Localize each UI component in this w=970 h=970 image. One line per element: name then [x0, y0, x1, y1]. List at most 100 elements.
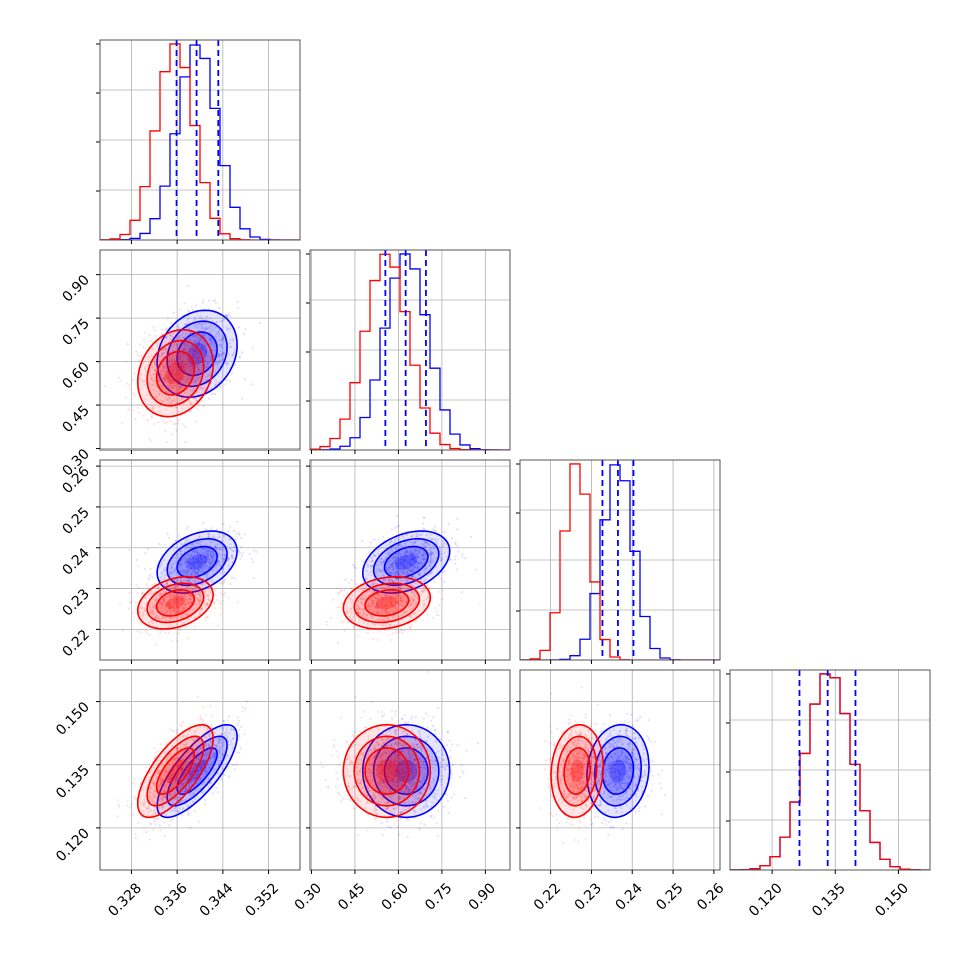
scatter-point: [170, 809, 173, 813]
scatter-point: [203, 589, 207, 592]
scatter-point: [153, 789, 156, 793]
scatter-point: [394, 614, 398, 617]
scatter-point: [169, 337, 173, 341]
scatter-point: [217, 737, 220, 740]
scatter-point: [413, 553, 416, 556]
scatter-point: [356, 608, 359, 611]
scatter-point: [183, 323, 186, 326]
scatter-point: [423, 528, 426, 531]
scatter-point: [424, 612, 427, 615]
scatter-point: [211, 329, 214, 332]
scatter-point: [167, 601, 171, 605]
scatter-point: [391, 616, 395, 619]
scatter-point: [190, 553, 194, 556]
scatter-point: [195, 559, 198, 562]
density-fill-series-0: [157, 310, 238, 398]
scatter-point: [193, 625, 196, 628]
scatter-point: [196, 356, 200, 360]
scatter-point: [196, 563, 199, 566]
scatter-point: [330, 616, 333, 620]
scatter-point: [230, 556, 233, 559]
scatter-point: [184, 346, 187, 349]
scatter-point: [207, 589, 210, 592]
scatter-point: [136, 406, 139, 409]
scatter-point: [160, 780, 163, 783]
scatter-point: [454, 541, 457, 544]
scatter-point: [391, 593, 394, 596]
scatter-point: [413, 541, 416, 544]
scatter-point: [179, 598, 183, 601]
scatter-point: [401, 544, 404, 548]
scatter-point: [228, 379, 232, 382]
scatter-point: [182, 558, 185, 561]
scatter-point: [428, 564, 431, 567]
scatter-point: [197, 343, 200, 347]
scatter-point: [421, 557, 424, 560]
scatter-point: [427, 596, 430, 599]
scatter-point: [149, 374, 153, 377]
scatter-point: [200, 762, 204, 765]
scatter-point: [205, 379, 208, 382]
scatter-point: [416, 555, 419, 558]
scatter-point: [206, 751, 209, 754]
scatter-point: [158, 593, 161, 597]
scatter-point: [169, 610, 172, 613]
scatter-point: [157, 405, 160, 408]
scatter-point: [357, 606, 361, 610]
scatter-point: [169, 593, 172, 596]
scatter-point: [175, 378, 178, 382]
scatter-point: [193, 333, 196, 336]
scatter-point: [388, 579, 391, 583]
plot-area: [520, 460, 720, 660]
scatter-point: [156, 341, 159, 344]
scatter-point: [189, 402, 192, 405]
scatter-point: [382, 593, 386, 596]
scatter-point: [185, 742, 188, 745]
scatter-point: [168, 594, 171, 597]
scatter-point: [389, 595, 392, 598]
scatter-point: [185, 598, 189, 601]
scatter-point: [202, 348, 205, 352]
scatter-point: [215, 361, 218, 364]
scatter-point: [175, 374, 178, 377]
scatter-point: [393, 594, 397, 597]
scatter-point: [206, 553, 210, 556]
scatter-point: [192, 349, 195, 352]
scatter-point: [409, 590, 412, 593]
scatter-point: [204, 769, 207, 773]
scatter-point: [204, 553, 207, 556]
scatter-point: [173, 373, 176, 376]
scatter-point: [185, 557, 188, 560]
y-tick-label: 0.22: [59, 627, 92, 660]
scatter-point: [197, 591, 200, 594]
scatter-point: [183, 348, 186, 351]
scatter-point: [395, 563, 398, 566]
scatter-point: [187, 559, 190, 562]
scatter-point: [207, 580, 210, 583]
scatter-point: [152, 388, 155, 391]
scatter-point: [196, 390, 199, 393]
scatter-point: [162, 598, 165, 602]
scatter-point: [244, 707, 247, 710]
scatter-point: [218, 306, 221, 310]
scatter-point: [231, 746, 234, 750]
scatter-point: [175, 599, 178, 602]
scatter-point: [211, 540, 214, 543]
scatter-point: [155, 797, 158, 800]
scatter-point: [152, 325, 155, 329]
scatter-point: [171, 745, 174, 748]
scatter-point: [151, 619, 154, 623]
scatter-point: [195, 350, 198, 353]
scatter-point: [394, 566, 397, 570]
scatter-point: [231, 550, 234, 553]
scatter-point: [198, 338, 201, 341]
scatter-point: [364, 616, 367, 619]
scatter-point: [211, 559, 214, 562]
scatter-point: [206, 762, 210, 766]
scatter-point: [176, 372, 180, 375]
scatter-point: [175, 779, 178, 782]
scatter-point: [207, 389, 210, 392]
scatter-point: [195, 369, 198, 372]
scatter-point: [205, 350, 208, 353]
scatter-point: [201, 341, 205, 344]
